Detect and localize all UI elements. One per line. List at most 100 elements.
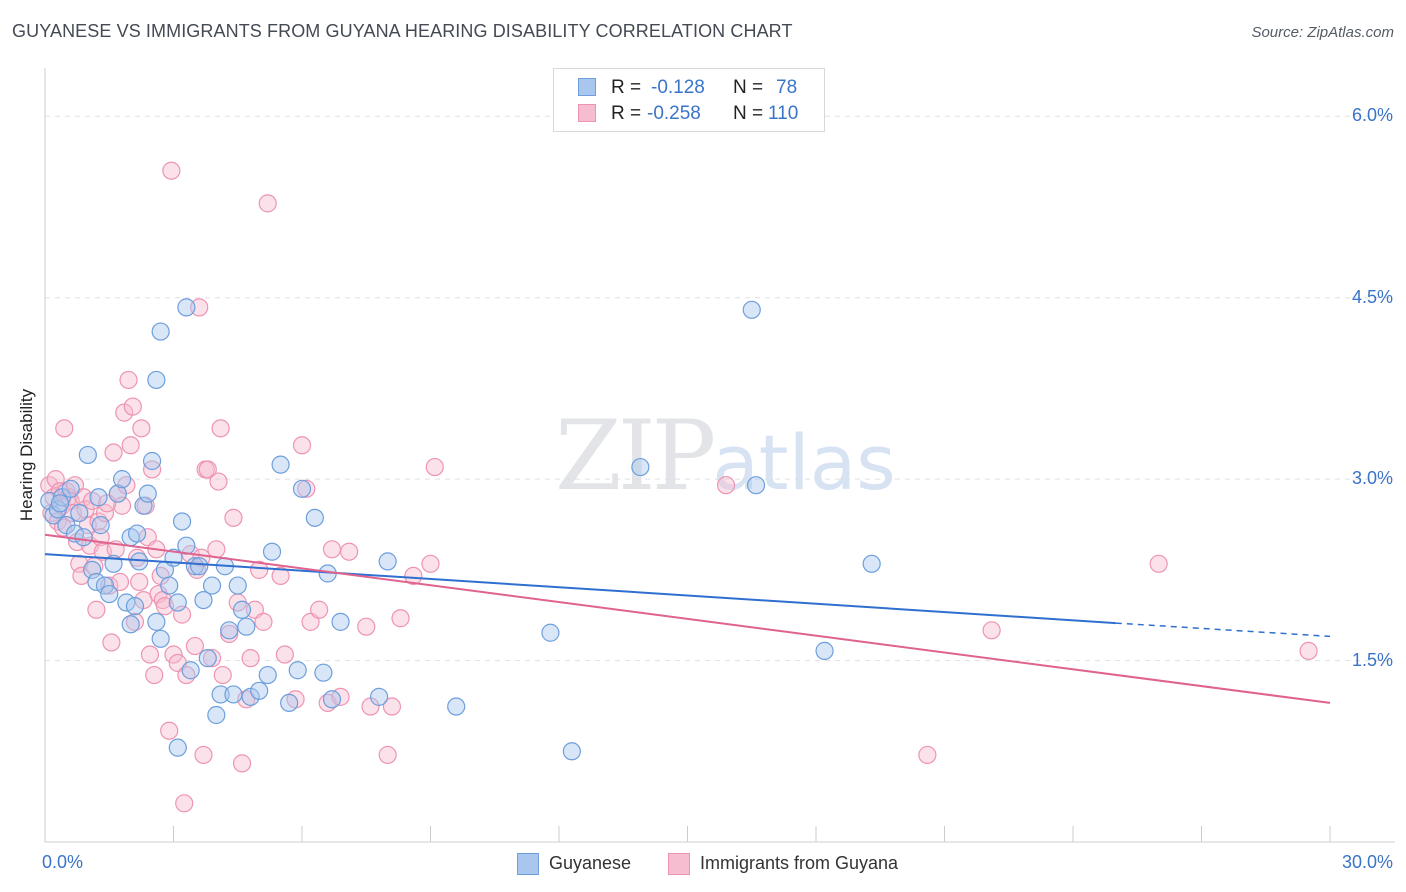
- chart-source: Source: ZipAtlas.com: [1251, 24, 1394, 41]
- data-point: [232, 600, 252, 619]
- data-point: [382, 697, 402, 716]
- data-point: [1299, 641, 1318, 660]
- data-point: [232, 754, 252, 773]
- data-point: [162, 161, 181, 180]
- data-point: [211, 419, 230, 438]
- data-point: [70, 503, 89, 523]
- data-point: [378, 552, 397, 571]
- data-point: [370, 687, 389, 706]
- data-point: [815, 641, 834, 660]
- data-point: [310, 600, 329, 619]
- data-point: [862, 554, 881, 573]
- data-point: [164, 645, 183, 664]
- data-point: [160, 576, 179, 595]
- data-point: [404, 566, 423, 586]
- data-point: [357, 617, 376, 636]
- legend-label-immigrants: Immigrants from Guyana: [700, 853, 899, 873]
- data-point: [250, 681, 269, 700]
- data-point: [1149, 554, 1168, 573]
- data-point: [175, 794, 194, 813]
- trend-line-guyanese: [44, 553, 1116, 625]
- axes: [44, 68, 1395, 843]
- data-point: [83, 560, 102, 579]
- data-point: [121, 436, 140, 455]
- data-point: [198, 460, 217, 479]
- legend-r-value: -0.258: [647, 103, 701, 124]
- data-point: [262, 542, 282, 561]
- watermark-zip: ZIP: [555, 400, 716, 512]
- data-point: [982, 621, 1001, 640]
- x-tick-label-max: 30.0%: [1341, 852, 1393, 872]
- data-point: [241, 649, 260, 668]
- data-point: [172, 512, 192, 531]
- legend-r-value: -0.128: [651, 77, 705, 98]
- data-point: [207, 540, 226, 559]
- data-point: [314, 663, 333, 682]
- data-point: [421, 554, 440, 573]
- data-point: [202, 576, 222, 595]
- data-point: [742, 300, 761, 319]
- data-point: [213, 665, 232, 685]
- data-point: [746, 476, 766, 495]
- data-point: [130, 572, 149, 592]
- y-tick-label: 1.5%: [1351, 649, 1393, 670]
- data-point: [145, 665, 164, 685]
- y-tick-label: 4.5%: [1351, 286, 1393, 307]
- series-immigrants-points: [40, 161, 1318, 813]
- data-point: [292, 436, 312, 455]
- data-point: [102, 633, 121, 652]
- data-point: [202, 649, 222, 668]
- legend-r-label: R =: [611, 103, 642, 124]
- data-point: [209, 472, 228, 491]
- trend-lines: [44, 533, 1331, 704]
- chart-title: GUYANESE VS IMMIGRANTS FROM GUYANA HEARI…: [12, 21, 793, 41]
- data-point: [50, 494, 70, 513]
- data-point: [151, 322, 170, 341]
- data-point: [425, 457, 444, 477]
- data-point: [91, 516, 110, 535]
- data-point: [918, 745, 937, 765]
- legend-n-label: N =: [733, 103, 764, 124]
- data-point: [119, 370, 138, 390]
- data-point: [275, 645, 294, 664]
- data-point: [250, 560, 269, 579]
- legend-swatch-pink: [578, 104, 596, 122]
- data-point: [288, 661, 307, 680]
- y-axis-title: Hearing Disability: [17, 388, 36, 522]
- data-point: [78, 445, 97, 465]
- data-point: [716, 476, 736, 495]
- legend-n-value: 110: [768, 103, 799, 124]
- y-tick-label: 6.0%: [1351, 105, 1393, 126]
- data-point: [280, 693, 299, 713]
- data-point: [177, 298, 196, 317]
- data-point: [185, 557, 205, 576]
- data-point: [168, 738, 187, 757]
- legend-label-guyanese: Guyanese: [549, 853, 632, 873]
- watermark: ZIPatlas: [555, 400, 896, 512]
- data-point: [108, 484, 127, 503]
- legend-swatch-pink: [668, 853, 690, 875]
- legend-swatch-blue: [517, 853, 539, 875]
- x-tick-label-min: 0.0%: [42, 852, 84, 872]
- data-point: [112, 470, 132, 489]
- grid-lines: [45, 115, 1395, 662]
- data-point: [74, 528, 93, 547]
- trend-line-guyanese-extension: [1115, 622, 1331, 638]
- data-point: [110, 572, 130, 592]
- data-point: [322, 690, 342, 709]
- data-point: [322, 540, 342, 559]
- data-point: [228, 576, 247, 595]
- data-point: [181, 661, 200, 680]
- data-point: [271, 455, 290, 474]
- series-legend: Guyanese Immigrants from Guyana: [0, 852, 1406, 878]
- data-point: [95, 576, 115, 595]
- data-point: [185, 636, 205, 656]
- data-point: [562, 742, 581, 761]
- data-point: [378, 745, 397, 765]
- data-point: [237, 617, 256, 636]
- legend-swatch-blue: [578, 78, 596, 96]
- y-tick-label: 3.0%: [1351, 468, 1393, 489]
- data-point: [104, 443, 123, 462]
- data-point: [292, 479, 312, 498]
- data-point: [140, 645, 160, 664]
